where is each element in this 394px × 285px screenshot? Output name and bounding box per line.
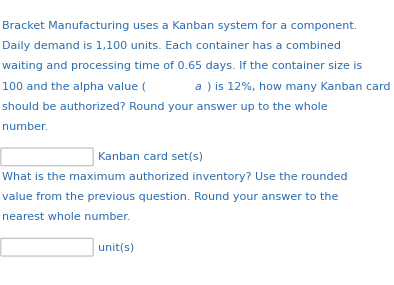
FancyBboxPatch shape — [1, 238, 93, 256]
Text: number.: number. — [2, 122, 48, 132]
Text: Kanban card set(s): Kanban card set(s) — [98, 152, 203, 162]
FancyBboxPatch shape — [1, 148, 93, 166]
Text: ) is 12%, how many Kanban card sets: ) is 12%, how many Kanban card sets — [207, 82, 394, 91]
Text: a: a — [195, 82, 202, 91]
Text: nearest whole number.: nearest whole number. — [2, 212, 130, 222]
Text: Daily demand is 1,100 units. Each container has a combined: Daily demand is 1,100 units. Each contai… — [2, 41, 341, 51]
Text: 100 and the alpha value (: 100 and the alpha value ( — [2, 82, 146, 91]
Text: Bracket Manufacturing uses a Kanban system for a component.: Bracket Manufacturing uses a Kanban syst… — [2, 21, 357, 31]
Text: value from the previous question. Round your answer to the: value from the previous question. Round … — [2, 192, 338, 202]
Text: What is the maximum authorized inventory? Use the rounded: What is the maximum authorized inventory… — [2, 172, 348, 182]
Text: should be authorized? Round your answer up to the whole: should be authorized? Round your answer … — [2, 102, 328, 112]
Text: waiting and processing time of 0.65 days. If the container size is: waiting and processing time of 0.65 days… — [2, 61, 362, 71]
Text: unit(s): unit(s) — [98, 242, 134, 252]
